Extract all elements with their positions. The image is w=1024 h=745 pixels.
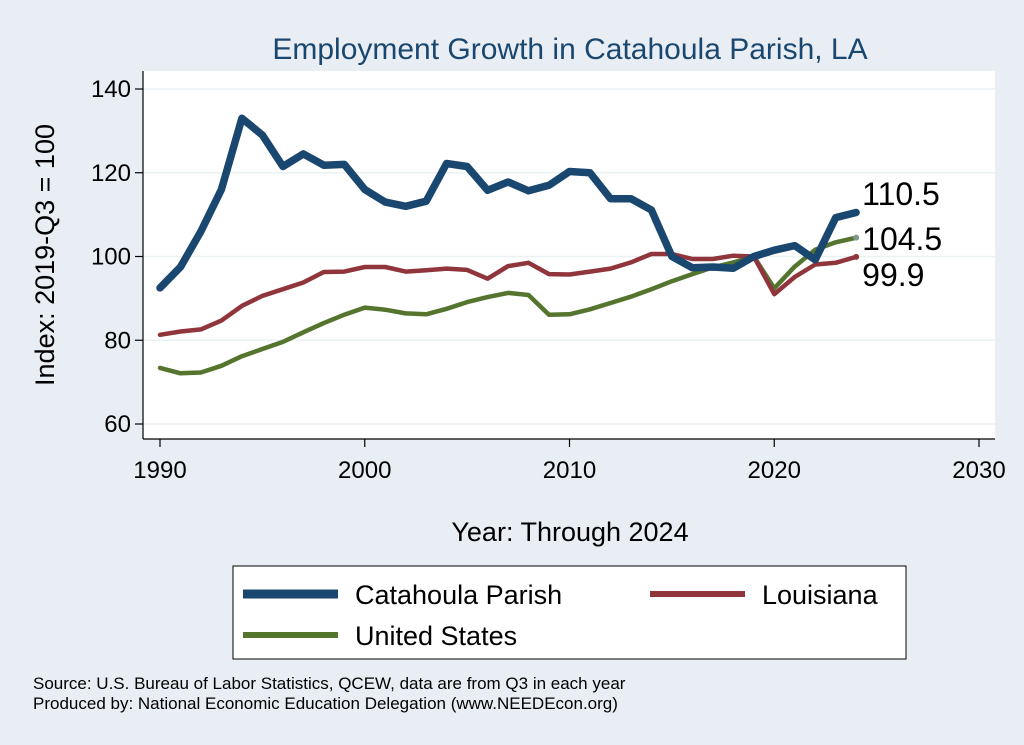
series-line-louisiana (157, 251, 859, 338)
plot-area (143, 71, 995, 439)
y-axis-title: Index: 2019-Q3 = 100 (30, 124, 60, 386)
legend-label: Louisiana (762, 580, 879, 610)
y-axis-ticks: 60 80 100 120 140 (91, 76, 143, 438)
y-tick-label: 120 (91, 160, 131, 187)
x-axis-title: Year: Through 2024 (451, 517, 688, 547)
end-value-label: 104.5 (862, 221, 942, 257)
end-value-label: 99.9 (862, 257, 924, 293)
x-tick-label: 2000 (338, 457, 391, 484)
legend-box (232, 565, 907, 660)
legend-label: Catahoula Parish (355, 580, 562, 610)
end-marker (853, 234, 860, 241)
end-marker (853, 209, 860, 216)
end-marker (853, 253, 860, 260)
y-tick-label: 100 (91, 244, 131, 271)
chart-title: Employment Growth in Catahoula Parish, L… (272, 33, 867, 66)
series-line-catahoula-parish (156, 114, 860, 292)
x-tick-label: 2030 (952, 457, 1005, 484)
y-tick-label: 80 (104, 327, 131, 354)
source-note: Source: U.S. Bureau of Labor Statistics,… (33, 674, 626, 693)
producer-note: Produced by: National Economic Education… (33, 694, 618, 713)
y-tick-label: 60 (104, 411, 131, 438)
x-tick-label: 1990 (133, 457, 186, 484)
end-value-label: 110.5 (862, 176, 940, 212)
x-axis-ticks: 1990 2000 2010 2020 2030 (133, 439, 1006, 484)
x-tick-label: 2010 (543, 457, 596, 484)
legend-label: United States (355, 621, 517, 651)
legend: Catahoula Parish Louisiana United States (243, 580, 879, 651)
y-tick-label: 140 (91, 76, 131, 103)
series-group (156, 114, 860, 376)
x-tick-label: 2020 (748, 457, 801, 484)
